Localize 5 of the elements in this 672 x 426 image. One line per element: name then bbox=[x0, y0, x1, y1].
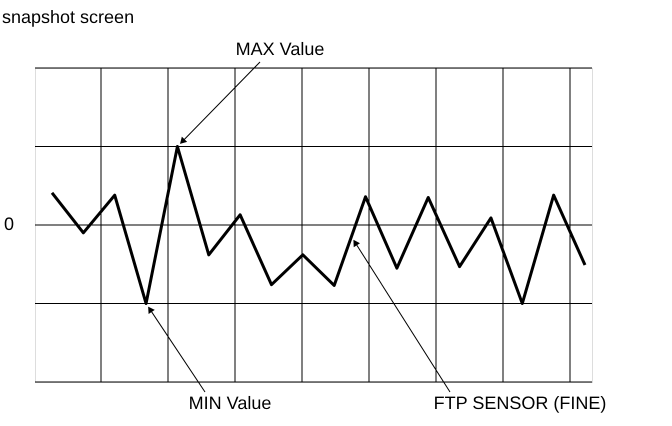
text: MIN Value bbox=[188, 393, 272, 413]
text: MAX Value bbox=[236, 39, 324, 59]
text: FTP SENSOR (FINE) bbox=[434, 393, 606, 413]
chart-title: snapshot screen bbox=[2, 7, 134, 27]
text: 0 bbox=[4, 214, 14, 234]
